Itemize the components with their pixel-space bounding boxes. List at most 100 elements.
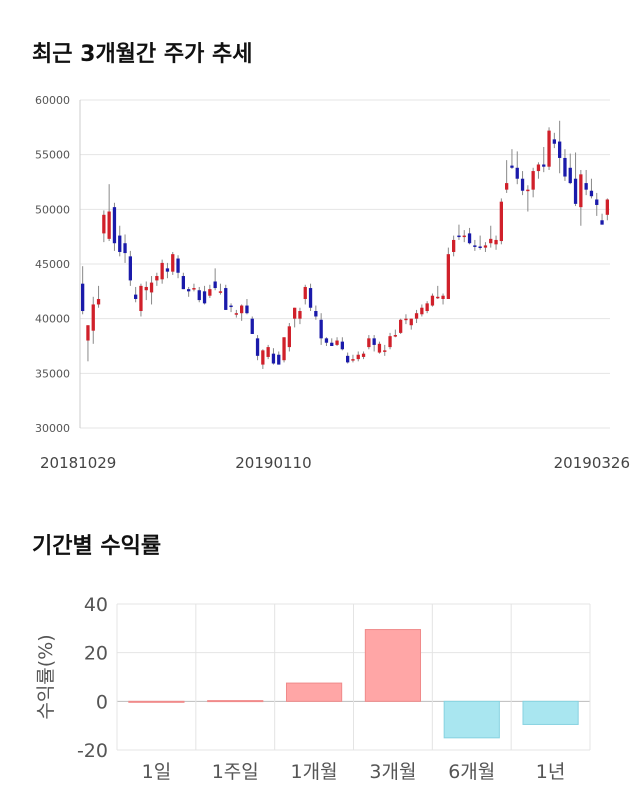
y-tick-label: 55000: [35, 149, 70, 162]
candle: [483, 242, 488, 252]
candle-body: [563, 157, 567, 177]
return-bar-chart: -20 0 20 40 1일 1주일 1개월 3개월 6개월 1년 수익률(%): [35, 594, 591, 783]
x-tick-label: 1일: [142, 761, 172, 783]
y-tick-label: 30000: [35, 422, 70, 435]
candle-body: [271, 353, 276, 364]
candle: [86, 325, 90, 362]
candle: [346, 352, 350, 364]
y-tick-label: 40: [84, 594, 108, 616]
candle: [192, 283, 196, 292]
candle-body: [436, 296, 440, 299]
candle: [393, 329, 397, 338]
candle-body: [335, 340, 339, 345]
candle: [229, 303, 233, 313]
candle-body: [483, 245, 488, 248]
candle: [245, 298, 249, 315]
candle-body: [558, 141, 562, 158]
candle-body: [600, 220, 604, 225]
candle: [155, 272, 159, 286]
candle-body: [149, 282, 154, 293]
candle-body: [367, 338, 371, 348]
candle: [176, 255, 180, 279]
candle: [303, 284, 307, 305]
candle: [134, 286, 138, 303]
candle: [149, 276, 154, 305]
candle-body: [155, 276, 159, 281]
return-bar: [285, 682, 343, 702]
candle: [563, 149, 567, 181]
period-return-title: 기간별 수익률: [32, 534, 162, 559]
candle-body: [425, 303, 429, 312]
candle: [91, 296, 95, 344]
candle: [579, 169, 583, 226]
candle-body: [520, 178, 525, 191]
y-tick-label: 35000: [35, 367, 70, 380]
candle-body: [160, 262, 164, 280]
candle: [240, 304, 244, 321]
candle: [255, 335, 260, 361]
candle-body: [255, 338, 260, 356]
return-bar: [364, 629, 422, 702]
candle-body: [372, 338, 376, 345]
candle: [536, 162, 541, 179]
candle: [202, 285, 207, 305]
candle-body: [287, 326, 291, 348]
candle: [81, 266, 85, 315]
candle-body: [478, 246, 482, 249]
candle-body: [314, 311, 318, 317]
candle-body: [414, 313, 419, 319]
candle: [552, 132, 556, 149]
candle-body: [409, 318, 413, 326]
candle: [277, 351, 281, 365]
candle: [118, 225, 122, 257]
candle-body: [361, 353, 366, 357]
candle: [542, 147, 546, 173]
candle-body: [96, 298, 101, 305]
candle: [510, 149, 514, 169]
candle-body: [467, 233, 472, 244]
y-tick-label: 40000: [35, 313, 70, 326]
candle-body: [213, 281, 217, 289]
candle: [287, 323, 291, 352]
candle: [96, 285, 101, 308]
candle-body: [298, 311, 302, 319]
return-bar: [207, 700, 264, 703]
candle: [165, 262, 170, 279]
candle-body: [197, 290, 201, 301]
candle: [298, 307, 302, 325]
candle: [600, 213, 604, 225]
candle: [351, 354, 355, 363]
candle: [181, 272, 185, 290]
return-bar: [128, 700, 185, 703]
candle: [605, 198, 609, 221]
candle: [499, 198, 503, 245]
candle: [330, 338, 334, 346]
candle-body: [579, 174, 583, 208]
candle: [457, 224, 461, 240]
candle: [584, 169, 588, 196]
candle: [520, 171, 525, 196]
candle-body: [499, 201, 503, 242]
candle-body: [330, 342, 334, 346]
candle: [314, 305, 318, 320]
candle: [218, 283, 223, 295]
candle-body: [452, 239, 456, 252]
candle: [282, 337, 286, 363]
candle: [361, 351, 366, 360]
candle: [224, 284, 228, 310]
candle-body: [505, 183, 509, 190]
candle: [404, 314, 408, 325]
candle: [452, 235, 456, 257]
candle-body: [536, 164, 541, 172]
candle: [123, 234, 127, 263]
return-bar: [443, 700, 500, 739]
candle: [160, 259, 164, 284]
candle-body: [107, 211, 111, 239]
candle-body: [346, 355, 350, 363]
candle-body: [118, 235, 122, 252]
candle: [234, 309, 238, 318]
candle: [197, 286, 201, 303]
candle-body: [144, 286, 148, 291]
candle: [372, 335, 376, 352]
candle: [526, 185, 530, 212]
